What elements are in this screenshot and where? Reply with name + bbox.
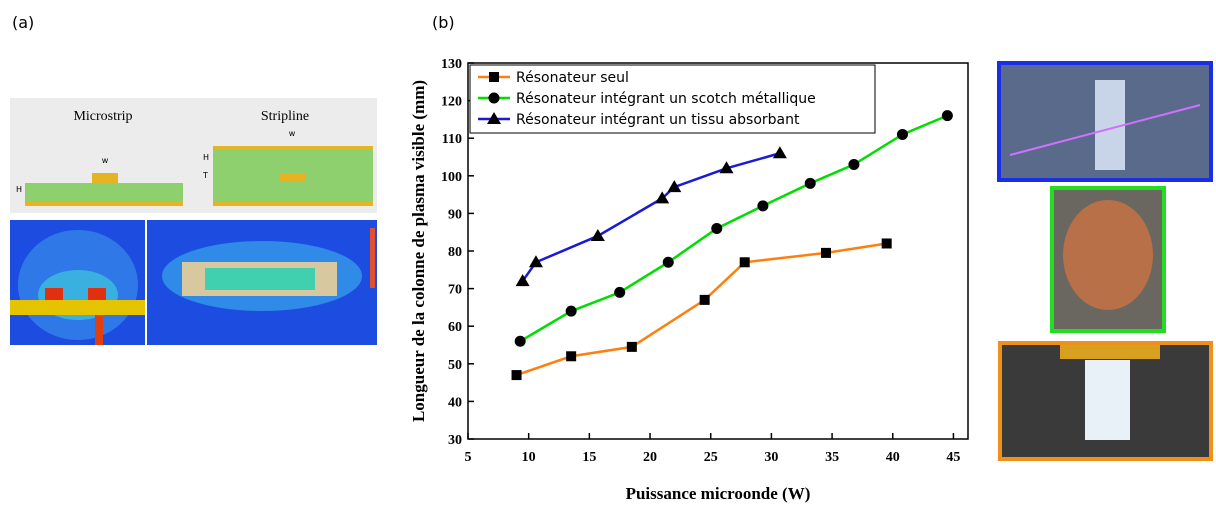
y-tick-label: 110	[442, 132, 462, 147]
x-tick-label: 30	[764, 450, 778, 465]
marker	[528, 255, 543, 268]
marker	[699, 294, 710, 305]
y-tick-label: 50	[448, 358, 462, 373]
legend-label: Résonateur seul	[516, 70, 629, 86]
marker	[667, 180, 682, 193]
y-tick-label: 80	[448, 245, 462, 260]
marker	[565, 305, 577, 317]
x-tick-label: 45	[946, 450, 960, 465]
dimension-label: T	[202, 171, 208, 180]
y-tick-label: 60	[448, 320, 462, 335]
dimension-label: H	[16, 185, 22, 194]
legend: Résonateur seul Résonateur intégrant un s…	[469, 64, 876, 134]
series-line	[519, 114, 948, 343]
marker	[757, 200, 769, 212]
dimension-label: w	[102, 156, 109, 165]
x-tick-label: 15	[582, 450, 596, 465]
line-chart: 30 40 50 60 70 80 90 100 110 120 130 5 10 15 20 25 30 35 4…	[409, 57, 969, 503]
y-tick-label: 130	[441, 57, 462, 72]
y-tick-label: 40	[448, 395, 462, 410]
photo	[997, 61, 1213, 461]
marker	[514, 335, 526, 347]
marker	[739, 257, 750, 268]
legend-label: Résonateur intégrant un scotch métalliqu…	[516, 91, 816, 107]
panel-label: (b)	[432, 13, 455, 32]
marker	[719, 161, 734, 174]
dimension-label: w	[289, 129, 296, 138]
marker	[662, 256, 674, 268]
x-tick-label: 35	[825, 450, 839, 465]
marker	[941, 110, 953, 122]
marker	[566, 351, 577, 362]
y-tick-label: 30	[448, 433, 462, 448]
dimension-label: H	[203, 153, 209, 162]
diagram-title: Microstrip	[73, 109, 132, 124]
diagram: Microstrip Stripline w H w H T	[10, 98, 377, 345]
marker	[821, 247, 832, 258]
marker	[489, 72, 499, 82]
marker	[881, 238, 892, 249]
marker	[515, 274, 530, 287]
y-axis-label: Longueur de la colonne de plasma visible…	[409, 80, 428, 422]
x-tick-label: 5	[465, 450, 472, 465]
marker	[896, 128, 908, 140]
marker	[511, 370, 522, 381]
y-tick-label: 120	[441, 95, 462, 110]
marker	[488, 92, 500, 104]
marker	[804, 177, 816, 189]
x-tick-label: 40	[886, 450, 900, 465]
marker	[614, 286, 626, 298]
legend-label: Résonateur intégrant un tissu absorbant	[516, 112, 800, 128]
x-tick-label: 20	[643, 450, 657, 465]
marker	[711, 222, 723, 234]
marker	[655, 191, 670, 204]
marker	[626, 341, 637, 352]
x-tick-label: 25	[704, 450, 718, 465]
y-tick-label: 70	[448, 283, 462, 298]
x-axis-label: Puissance microonde (W)	[626, 484, 811, 503]
marker	[487, 112, 501, 124]
y-tick-label: 100	[441, 170, 462, 185]
marker	[772, 146, 787, 159]
diagram-title: Stripline	[261, 109, 309, 124]
y-tick-label: 90	[448, 207, 462, 222]
marker	[848, 159, 860, 171]
marker	[590, 228, 605, 241]
panel-label: (a)	[12, 13, 34, 32]
x-tick-label: 10	[522, 450, 536, 465]
legend-frame	[469, 64, 876, 134]
